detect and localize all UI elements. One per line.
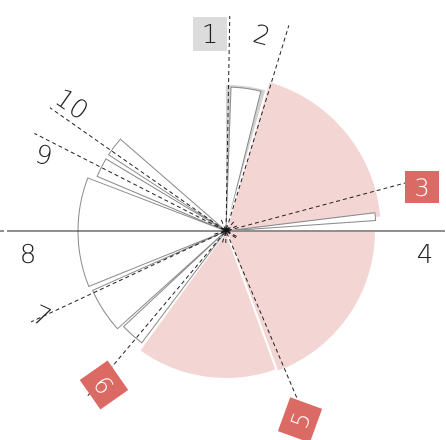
axis-label-9: 9 bbox=[32, 139, 56, 172]
sector-2 bbox=[225, 86, 262, 232]
axis-line-1 bbox=[225, 16, 231, 244]
axis-label-text-10: 10 bbox=[49, 83, 93, 127]
axis-label-text-1: 1 bbox=[202, 20, 219, 50]
axis-label-text-2: 2 bbox=[250, 19, 274, 52]
axis-label-text-8: 8 bbox=[20, 240, 37, 270]
axis-label-10: 10 bbox=[49, 83, 93, 127]
axis-line-7 bbox=[30, 225, 238, 323]
label-badge-6 bbox=[79, 360, 129, 410]
sector-10 bbox=[107, 138, 227, 232]
axis-label-4: 4 bbox=[417, 240, 434, 270]
axis-line-3 bbox=[214, 174, 434, 235]
sector-layer bbox=[77, 79, 383, 380]
sector-4 bbox=[224, 230, 378, 374]
axis-label-text-3: 3 bbox=[414, 174, 429, 202]
sector-9 bbox=[96, 158, 227, 232]
sector-3 bbox=[225, 212, 377, 232]
axis-label-6: 6 bbox=[79, 360, 129, 410]
sector-8b bbox=[77, 177, 227, 232]
star-marker: ✶ bbox=[219, 221, 232, 240]
axis-line-2 bbox=[222, 25, 290, 243]
axis-label-text-9: 9 bbox=[32, 139, 56, 172]
axis-line-10 bbox=[49, 107, 237, 239]
axis-label-7: 7 bbox=[28, 300, 56, 334]
label-badge-5 bbox=[277, 397, 323, 440]
axis-label-1: 1 bbox=[193, 17, 227, 51]
label-badge-1 bbox=[193, 17, 227, 51]
sector-6 bbox=[122, 230, 227, 344]
axis-layer bbox=[0, 16, 446, 430]
label-badge-3 bbox=[405, 171, 439, 203]
sector-5 bbox=[137, 228, 278, 380]
axis-label-8: 8 bbox=[20, 240, 37, 270]
axis-label-text-7: 7 bbox=[28, 300, 56, 334]
axis-line-9 bbox=[34, 132, 237, 237]
axis-label-3: 3 bbox=[405, 171, 439, 203]
sector-7 bbox=[91, 230, 227, 330]
sector-pink-large-right bbox=[224, 79, 383, 233]
axis-label-text-4: 4 bbox=[417, 240, 434, 270]
axis-line-6 bbox=[87, 221, 235, 397]
axis-label-2: 2 bbox=[250, 19, 274, 52]
axis-line-5 bbox=[220, 219, 311, 430]
axis-label-5: 5 bbox=[277, 397, 323, 440]
